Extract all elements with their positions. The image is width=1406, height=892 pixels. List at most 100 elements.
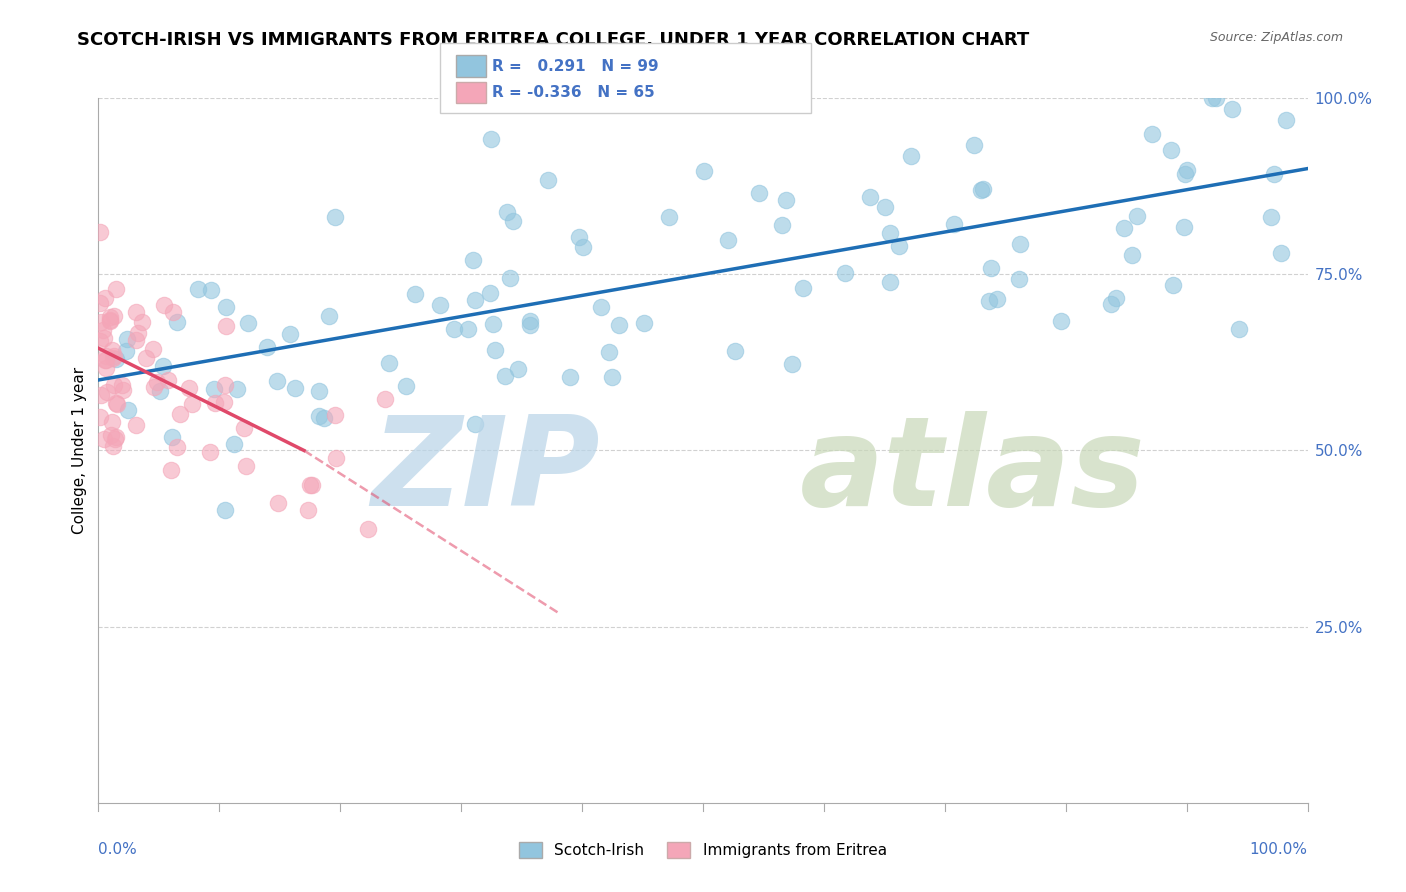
Point bbox=[879, 226, 901, 240]
Point bbox=[658, 211, 681, 225]
Point bbox=[111, 383, 134, 397]
Text: Source: ZipAtlas.com: Source: ZipAtlas.com bbox=[1209, 31, 1343, 45]
Point bbox=[89, 409, 111, 424]
Point bbox=[780, 358, 803, 372]
Point bbox=[89, 225, 111, 239]
Point bbox=[325, 450, 347, 465]
Point bbox=[100, 312, 122, 326]
Point bbox=[98, 314, 121, 328]
Point bbox=[519, 314, 541, 328]
Point bbox=[464, 293, 486, 308]
Point bbox=[963, 138, 986, 153]
Point bbox=[568, 230, 591, 244]
Point bbox=[1275, 113, 1298, 128]
Point bbox=[111, 378, 134, 392]
Point bbox=[166, 315, 188, 329]
Point bbox=[115, 332, 138, 346]
Point bbox=[748, 186, 770, 200]
Point bbox=[1175, 162, 1198, 177]
Point bbox=[1140, 127, 1163, 141]
Point bbox=[404, 286, 426, 301]
Point bbox=[215, 318, 238, 333]
Point bbox=[162, 304, 184, 318]
Point bbox=[117, 402, 139, 417]
Point bbox=[114, 344, 136, 359]
Point bbox=[160, 430, 183, 444]
Point bbox=[889, 239, 911, 253]
Point bbox=[873, 200, 896, 214]
Point bbox=[148, 384, 170, 399]
Point bbox=[377, 356, 399, 370]
Point bbox=[267, 496, 290, 510]
Point bbox=[152, 359, 174, 374]
Point bbox=[298, 478, 321, 492]
Point bbox=[104, 432, 127, 446]
Point bbox=[495, 204, 517, 219]
Point bbox=[93, 331, 115, 345]
Point bbox=[970, 184, 993, 198]
Point bbox=[100, 427, 122, 442]
Point bbox=[499, 270, 522, 285]
Point bbox=[105, 352, 128, 367]
Point bbox=[560, 370, 582, 384]
Point bbox=[153, 298, 176, 312]
Point bbox=[101, 415, 124, 429]
Point bbox=[633, 317, 655, 331]
Point bbox=[508, 361, 530, 376]
Point bbox=[105, 397, 128, 411]
Point bbox=[94, 360, 117, 375]
Point bbox=[145, 375, 167, 389]
Point bbox=[214, 502, 236, 516]
Text: R =   0.291   N = 99: R = 0.291 N = 99 bbox=[492, 59, 659, 73]
Point bbox=[125, 305, 148, 319]
Point bbox=[1099, 297, 1122, 311]
Point bbox=[591, 300, 613, 314]
Point bbox=[1112, 221, 1135, 235]
Point bbox=[284, 381, 307, 395]
Point bbox=[1125, 209, 1147, 223]
Point bbox=[980, 260, 1002, 275]
Point bbox=[101, 351, 124, 365]
Point bbox=[792, 281, 814, 295]
Point bbox=[479, 285, 502, 300]
Point bbox=[972, 182, 994, 196]
Point bbox=[157, 373, 180, 387]
Point bbox=[429, 298, 451, 312]
Point bbox=[1205, 91, 1227, 105]
Point bbox=[724, 343, 747, 358]
Point bbox=[1050, 314, 1073, 328]
Point bbox=[169, 407, 191, 421]
Point bbox=[1121, 248, 1143, 262]
Point bbox=[127, 326, 149, 341]
Point bbox=[101, 343, 124, 358]
Point bbox=[89, 334, 111, 349]
Point bbox=[214, 300, 236, 314]
Point bbox=[89, 296, 111, 310]
Point bbox=[104, 282, 127, 296]
Point bbox=[308, 384, 330, 398]
Point bbox=[1105, 291, 1128, 305]
Point bbox=[212, 395, 235, 409]
Point bbox=[1201, 91, 1223, 105]
Point bbox=[200, 283, 222, 297]
Point bbox=[395, 378, 418, 392]
Point bbox=[90, 314, 112, 328]
Point bbox=[374, 392, 396, 406]
Point bbox=[308, 409, 330, 423]
Point bbox=[519, 318, 541, 332]
Point bbox=[1222, 103, 1244, 117]
Point bbox=[879, 275, 901, 289]
Point bbox=[105, 430, 128, 444]
Point bbox=[1008, 272, 1031, 286]
Point bbox=[93, 353, 115, 368]
Point bbox=[224, 437, 246, 451]
Point bbox=[166, 440, 188, 454]
Point bbox=[91, 324, 114, 338]
Point bbox=[1160, 143, 1182, 157]
Point bbox=[834, 266, 856, 280]
Point bbox=[607, 318, 630, 332]
Text: 100.0%: 100.0% bbox=[1250, 841, 1308, 856]
Point bbox=[202, 382, 225, 396]
Text: R = -0.336   N = 65: R = -0.336 N = 65 bbox=[492, 86, 655, 100]
Point bbox=[461, 252, 484, 267]
